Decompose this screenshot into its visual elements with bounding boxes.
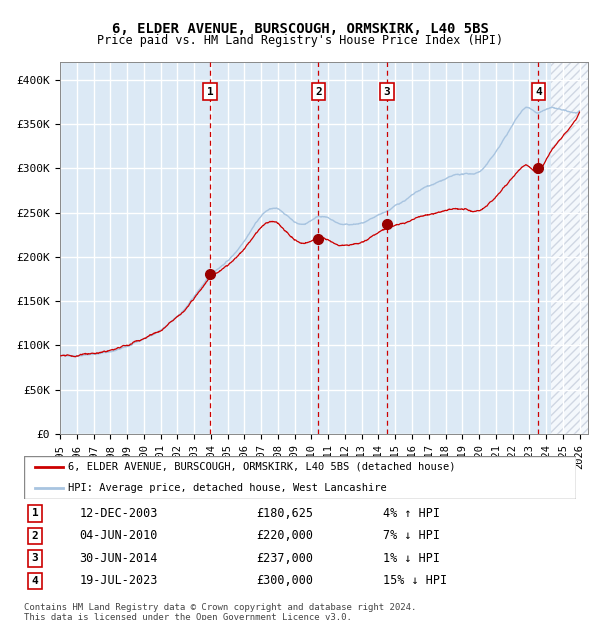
- Text: £220,000: £220,000: [256, 529, 313, 542]
- Text: Contains HM Land Registry data © Crown copyright and database right 2024.: Contains HM Land Registry data © Crown c…: [24, 603, 416, 612]
- Text: 1% ↓ HPI: 1% ↓ HPI: [383, 552, 440, 565]
- Text: 30-JUN-2014: 30-JUN-2014: [79, 552, 158, 565]
- Text: 7% ↓ HPI: 7% ↓ HPI: [383, 529, 440, 542]
- Text: 3: 3: [32, 554, 38, 564]
- Text: 1: 1: [206, 87, 214, 97]
- Text: Price paid vs. HM Land Registry's House Price Index (HPI): Price paid vs. HM Land Registry's House …: [97, 34, 503, 47]
- Text: 15% ↓ HPI: 15% ↓ HPI: [383, 574, 447, 587]
- Text: £237,000: £237,000: [256, 552, 313, 565]
- Text: 04-JUN-2010: 04-JUN-2010: [79, 529, 158, 542]
- Text: 4% ↑ HPI: 4% ↑ HPI: [383, 507, 440, 520]
- Text: 6, ELDER AVENUE, BURSCOUGH, ORMSKIRK, L40 5BS: 6, ELDER AVENUE, BURSCOUGH, ORMSKIRK, L4…: [112, 22, 488, 36]
- Text: HPI: Average price, detached house, West Lancashire: HPI: Average price, detached house, West…: [68, 483, 387, 494]
- Text: 4: 4: [535, 87, 542, 97]
- Text: 2: 2: [32, 531, 38, 541]
- Text: 1: 1: [32, 508, 38, 518]
- FancyBboxPatch shape: [24, 456, 576, 499]
- Text: £180,625: £180,625: [256, 507, 313, 520]
- Text: £300,000: £300,000: [256, 574, 313, 587]
- Text: 6, ELDER AVENUE, BURSCOUGH, ORMSKIRK, L40 5BS (detached house): 6, ELDER AVENUE, BURSCOUGH, ORMSKIRK, L4…: [68, 461, 455, 472]
- Text: 4: 4: [32, 576, 38, 586]
- Text: 19-JUL-2023: 19-JUL-2023: [79, 574, 158, 587]
- Text: 12-DEC-2003: 12-DEC-2003: [79, 507, 158, 520]
- Text: 3: 3: [383, 87, 390, 97]
- Text: 2: 2: [315, 87, 322, 97]
- Text: This data is licensed under the Open Government Licence v3.0.: This data is licensed under the Open Gov…: [24, 613, 352, 620]
